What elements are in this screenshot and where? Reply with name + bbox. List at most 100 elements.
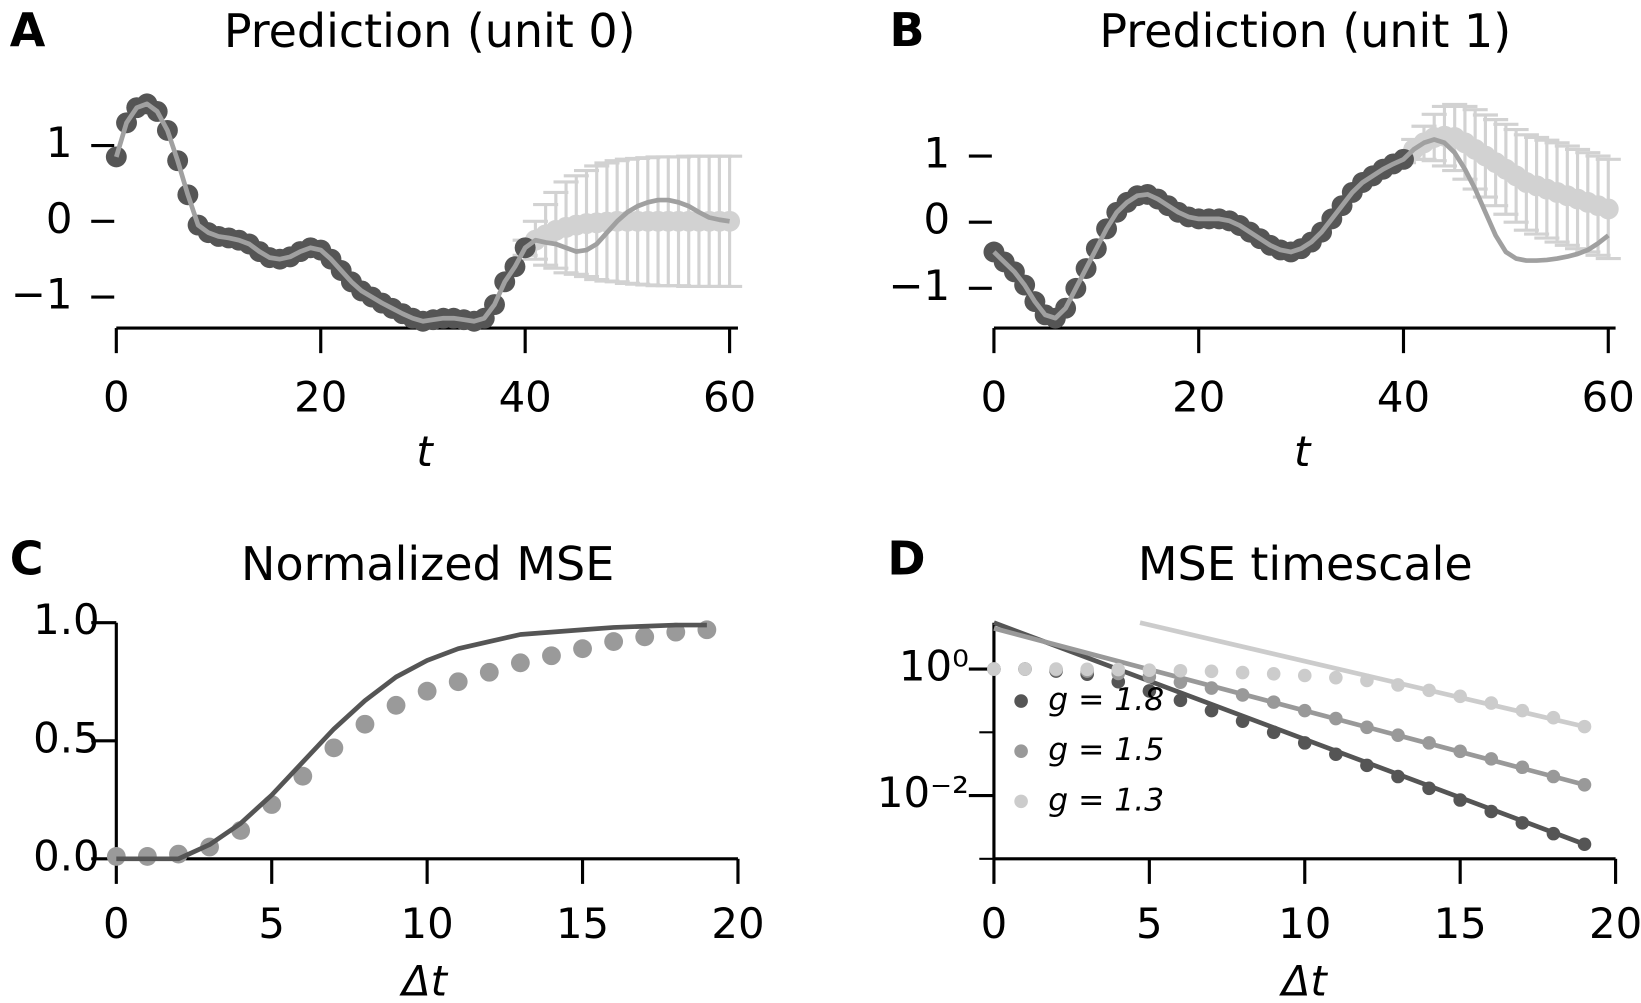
x-axis-label: Δt xyxy=(1279,957,1329,1003)
x-axis-label: Δt xyxy=(399,957,449,1003)
panel-title: MSE timescale xyxy=(1138,537,1473,591)
dot xyxy=(1546,826,1561,841)
x-tick-label: 15 xyxy=(1434,899,1487,948)
y-tick-label: 1 xyxy=(923,129,950,178)
x-tick-label: 0 xyxy=(981,373,1008,422)
dot xyxy=(510,653,530,673)
legend-marker xyxy=(1014,694,1028,708)
legend-label: g = 1.8 xyxy=(1048,682,1164,718)
dot xyxy=(1391,769,1405,784)
y-tick-label: 10⁻² xyxy=(877,768,969,817)
legend: g = 1.8 g = 1.5 g = 1.3 xyxy=(1014,682,1164,818)
panel: B Prediction (unit 1) t 0 20 40 60 −1 0 1 xyxy=(888,3,1634,476)
y-tick-label: −1 xyxy=(11,270,73,319)
dot xyxy=(479,662,499,682)
panel-title: Prediction (unit 1) xyxy=(1099,4,1511,58)
x-tick-label: 40 xyxy=(499,373,552,422)
dot xyxy=(1484,696,1499,710)
dot xyxy=(1111,662,1126,677)
dot xyxy=(1422,781,1436,796)
x-tick-label: 20 xyxy=(294,373,347,422)
dot xyxy=(1142,684,1157,698)
panel: A Prediction (unit 0) t 0 20 40 60 −1 0 1 xyxy=(10,3,756,476)
line xyxy=(116,622,707,862)
dot xyxy=(324,738,344,758)
dot xyxy=(417,681,437,701)
dot xyxy=(1204,681,1219,695)
dot xyxy=(1484,804,1499,819)
dot xyxy=(1329,670,1343,685)
dot xyxy=(1546,769,1561,784)
dot xyxy=(1515,816,1530,830)
dot xyxy=(448,672,468,692)
x-tick-label: 60 xyxy=(1582,373,1635,422)
panel-letter: D xyxy=(887,532,925,586)
dot xyxy=(1235,714,1250,728)
dot xyxy=(1360,758,1374,773)
dot xyxy=(1360,673,1374,688)
panel-letter: B xyxy=(889,3,924,57)
dot xyxy=(1391,678,1405,692)
dot xyxy=(137,847,157,866)
y-tick-label: 0 xyxy=(46,194,73,243)
dot xyxy=(604,632,624,651)
dot xyxy=(1391,728,1405,742)
x-tick-label: 15 xyxy=(556,899,609,948)
panel-letter: A xyxy=(10,3,46,57)
dot xyxy=(1515,760,1530,775)
line xyxy=(992,137,1610,321)
dot xyxy=(1453,793,1467,807)
dot xyxy=(1266,695,1281,709)
x-tick-label: 5 xyxy=(258,899,285,948)
dot xyxy=(1515,703,1530,718)
panel: C Normalized MSE Δt 0 5 10 15 20 0.0 0.5 1.0 xyxy=(10,532,765,1003)
legend-label: g = 1.3 xyxy=(1048,782,1164,818)
dot xyxy=(1173,675,1188,689)
x-tick-label: 0 xyxy=(981,899,1008,948)
dot xyxy=(1453,689,1467,704)
x-tick-label: 40 xyxy=(1377,373,1430,422)
y-tick-label: 1.0 xyxy=(33,595,99,644)
dot xyxy=(1235,665,1250,680)
legend-marker xyxy=(1014,744,1028,758)
dot xyxy=(1422,683,1436,698)
panel-title: Prediction (unit 0) xyxy=(224,4,636,58)
dot xyxy=(1173,693,1188,708)
x-tick-label: 0 xyxy=(103,373,130,422)
dot xyxy=(1080,662,1094,677)
dot xyxy=(635,627,655,647)
dot xyxy=(106,847,126,866)
dot xyxy=(386,695,406,715)
dot xyxy=(1266,667,1281,681)
dot xyxy=(1577,837,1592,852)
dot xyxy=(1329,711,1343,726)
y-tick-label: 10⁰ xyxy=(899,642,969,691)
y-tick-label: 0.5 xyxy=(33,713,99,762)
line xyxy=(1139,620,1586,729)
dot xyxy=(1597,198,1619,220)
y-tick-label: −1 xyxy=(888,261,950,310)
dot xyxy=(1142,663,1157,677)
dot xyxy=(1329,747,1343,762)
dot xyxy=(1266,725,1281,740)
panel-title: Normalized MSE xyxy=(241,537,614,591)
dot xyxy=(1546,710,1561,725)
x-tick-label: 10 xyxy=(1278,899,1331,948)
x-axis-label: t xyxy=(416,427,434,476)
dot xyxy=(1204,703,1219,718)
y-tick-label: 1 xyxy=(46,118,73,167)
dot xyxy=(1484,752,1499,766)
dot xyxy=(1577,777,1592,792)
dot xyxy=(355,714,375,734)
dot xyxy=(1297,703,1312,718)
panel-letter: C xyxy=(10,532,44,586)
legend-marker xyxy=(1014,794,1028,809)
dot xyxy=(1235,688,1250,702)
dot xyxy=(1577,719,1592,734)
legend-label: g = 1.5 xyxy=(1048,732,1164,768)
x-tick-label: 20 xyxy=(711,899,764,948)
dot xyxy=(293,766,313,786)
x-tick-label: 10 xyxy=(401,899,454,948)
x-tick-label: 60 xyxy=(703,373,756,422)
